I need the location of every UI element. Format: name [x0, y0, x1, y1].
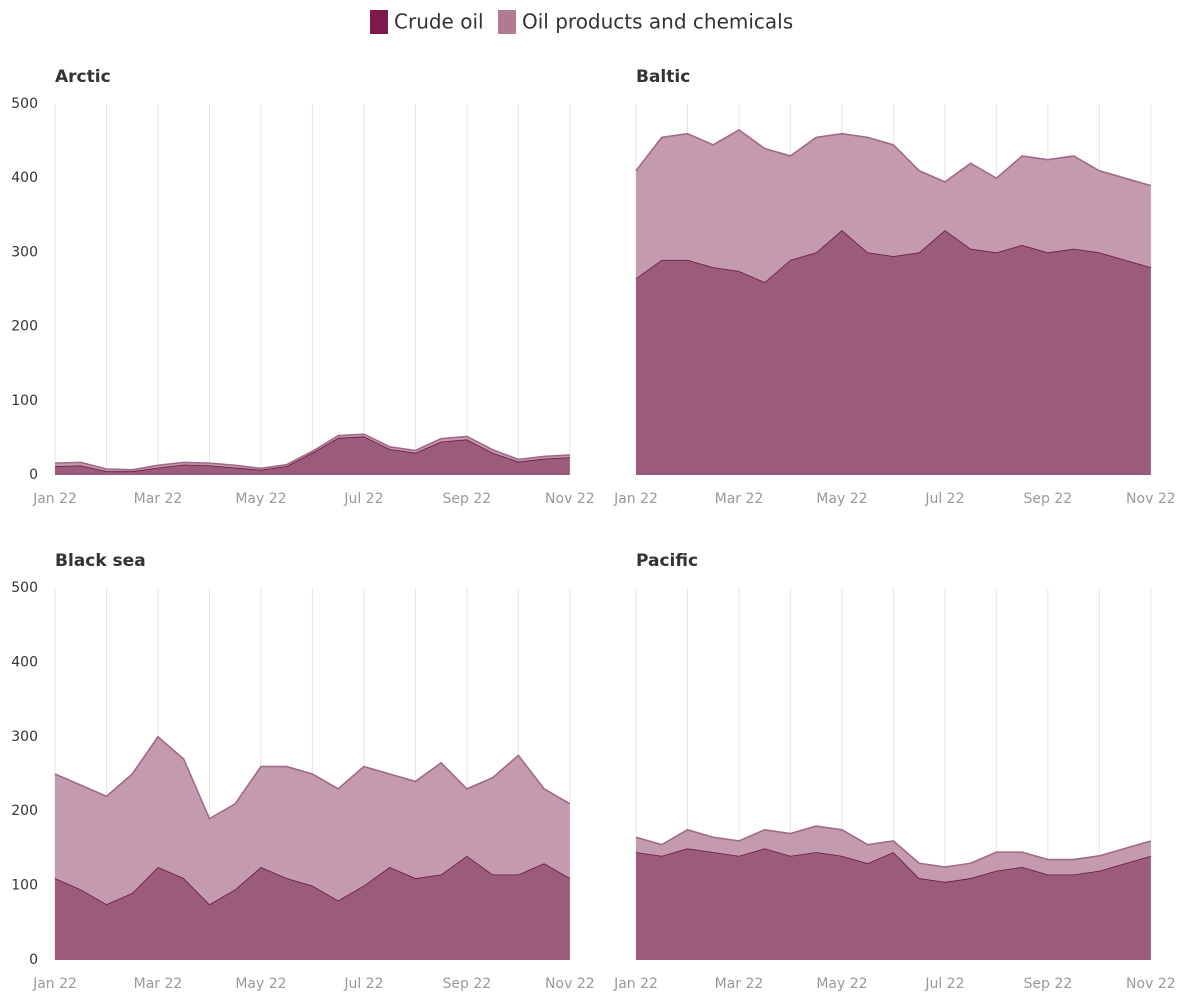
x-tick-label: Nov 22: [545, 491, 595, 507]
y-tick-label: 200: [11, 319, 38, 335]
x-tick-label: Mar 22: [134, 491, 183, 507]
area: [55, 855, 570, 960]
area-line: [54, 735, 571, 820]
x-tick-label: Jan 22: [613, 491, 658, 507]
x-tick-label: Jul 22: [924, 976, 964, 992]
legend-swatch: [370, 10, 388, 34]
y-tick-label: 400: [11, 654, 38, 670]
area-line: [54, 433, 570, 471]
y-tick-label: 500: [11, 580, 38, 596]
y-tick-label: 500: [11, 96, 38, 112]
panel-title: Arctic: [55, 67, 111, 87]
x-tick-label: Jul 22: [924, 491, 964, 507]
area: [55, 736, 570, 905]
x-tick-label: Jan 22: [613, 976, 658, 992]
area: [636, 230, 1151, 475]
x-tick-label: Sep 22: [443, 976, 492, 992]
x-tick-label: Mar 22: [134, 976, 183, 992]
area: [636, 129, 1151, 283]
x-tick-label: May 22: [816, 491, 867, 507]
y-tick-label: 0: [29, 952, 38, 968]
y-tick-label: 200: [11, 803, 38, 819]
legend-swatch: [498, 10, 516, 34]
x-tick-label: Sep 22: [1024, 491, 1073, 507]
area: [636, 826, 1151, 882]
x-tick-label: Nov 22: [1126, 976, 1176, 992]
x-tick-label: May 22: [235, 976, 286, 992]
x-tick-label: May 22: [816, 976, 867, 992]
y-tick-label: 300: [11, 244, 38, 260]
x-tick-label: Jan 22: [32, 491, 77, 507]
area-line: [635, 825, 1152, 868]
panel-title: Black sea: [55, 551, 146, 571]
x-tick-label: Sep 22: [443, 491, 492, 507]
y-tick-label: 400: [11, 170, 38, 186]
x-tick-label: Jan 22: [32, 976, 77, 992]
x-tick-label: Jul 22: [343, 491, 383, 507]
x-tick-label: Nov 22: [1126, 491, 1176, 507]
legend-label: Crude oil: [394, 10, 484, 34]
y-tick-label: 100: [11, 878, 38, 894]
y-tick-label: 100: [11, 393, 38, 409]
x-tick-label: Mar 22: [715, 976, 764, 992]
x-tick-label: Sep 22: [1024, 976, 1073, 992]
x-tick-label: Jul 22: [343, 976, 383, 992]
x-tick-label: Mar 22: [715, 491, 764, 507]
x-tick-label: Nov 22: [545, 976, 595, 992]
x-tick-label: May 22: [235, 491, 286, 507]
panel-title: Baltic: [636, 67, 690, 87]
legend-label: Oil products and chemicals: [522, 10, 793, 34]
y-tick-label: 300: [11, 729, 38, 745]
panel-title: Pacific: [636, 551, 698, 571]
y-tick-label: 0: [29, 467, 38, 483]
area-line: [635, 129, 1152, 187]
area: [636, 848, 1151, 960]
